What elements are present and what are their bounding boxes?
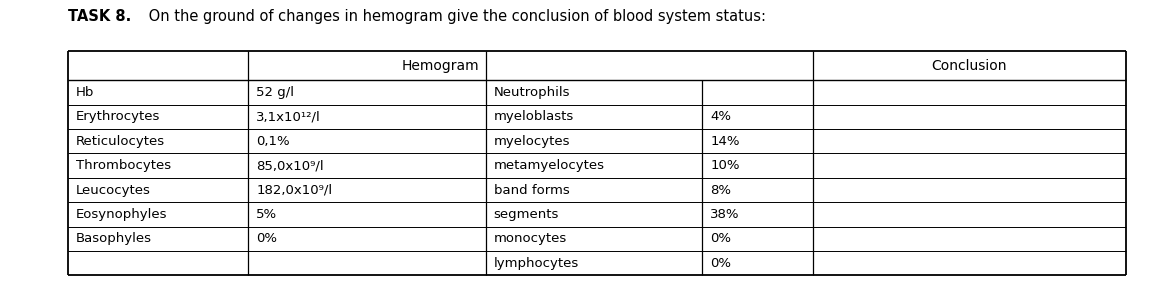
Text: Erythrocytes: Erythrocytes xyxy=(76,110,160,123)
Text: TASK 8.: TASK 8. xyxy=(68,9,131,24)
Text: 0%: 0% xyxy=(710,257,731,270)
Text: myelocytes: myelocytes xyxy=(494,135,570,148)
Text: Thrombocytes: Thrombocytes xyxy=(76,159,171,172)
Text: 38%: 38% xyxy=(710,208,739,221)
Text: 14%: 14% xyxy=(710,135,739,148)
Text: 0%: 0% xyxy=(256,232,277,245)
Text: 0,1%: 0,1% xyxy=(256,135,290,148)
Text: 3,1x10¹²/l: 3,1x10¹²/l xyxy=(256,110,321,123)
Text: On the ground of changes in hemogram give the conclusion of blood system status:: On the ground of changes in hemogram giv… xyxy=(144,9,766,24)
Text: Leucocytes: Leucocytes xyxy=(76,183,151,197)
Text: Neutrophils: Neutrophils xyxy=(494,86,570,99)
Text: Basophyles: Basophyles xyxy=(76,232,152,245)
Text: Eosynophyles: Eosynophyles xyxy=(76,208,167,221)
Text: 8%: 8% xyxy=(710,183,731,197)
Text: Reticulocytes: Reticulocytes xyxy=(76,135,165,148)
Text: 182,0x10⁹/l: 182,0x10⁹/l xyxy=(256,183,332,197)
Text: 5%: 5% xyxy=(256,208,277,221)
Text: 85,0x10⁹/l: 85,0x10⁹/l xyxy=(256,159,324,172)
Text: 10%: 10% xyxy=(710,159,739,172)
Text: 4%: 4% xyxy=(710,110,731,123)
Text: segments: segments xyxy=(494,208,559,221)
Text: myeloblasts: myeloblasts xyxy=(494,110,574,123)
Text: Conclusion: Conclusion xyxy=(931,59,1007,73)
Text: band forms: band forms xyxy=(494,183,570,197)
Text: lymphocytes: lymphocytes xyxy=(494,257,579,270)
Text: 0%: 0% xyxy=(710,232,731,245)
Text: monocytes: monocytes xyxy=(494,232,567,245)
Text: 52 g/l: 52 g/l xyxy=(256,86,294,99)
Text: Hb: Hb xyxy=(76,86,95,99)
Text: metamyelocytes: metamyelocytes xyxy=(494,159,605,172)
Text: Hemogram: Hemogram xyxy=(401,59,480,73)
